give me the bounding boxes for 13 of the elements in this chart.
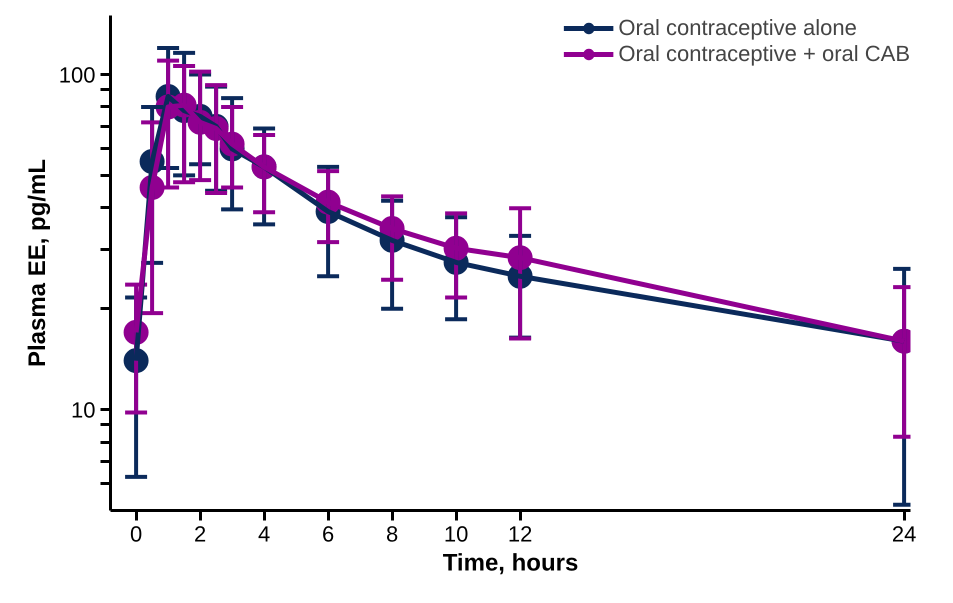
x-tick-label: 8	[386, 522, 398, 546]
legend-label: Oral contraceptive + oral CAB	[618, 41, 910, 67]
legend-label: Oral contraceptive alone	[618, 15, 857, 41]
x-tick-label: 12	[508, 522, 532, 546]
x-tick-label: 10	[444, 522, 468, 546]
x-tick-label: 24	[892, 522, 916, 546]
x-tick-label: 2	[194, 522, 206, 546]
x-axis-title: Time, hours	[442, 550, 578, 576]
x-tick-label: 6	[322, 522, 334, 546]
y-tick-label: 100	[58, 62, 96, 88]
y-axis-title: Plasma EE, pg/mL	[24, 158, 51, 368]
x-tick-label: 4	[258, 522, 270, 546]
x-tick-label: 0	[130, 522, 142, 546]
